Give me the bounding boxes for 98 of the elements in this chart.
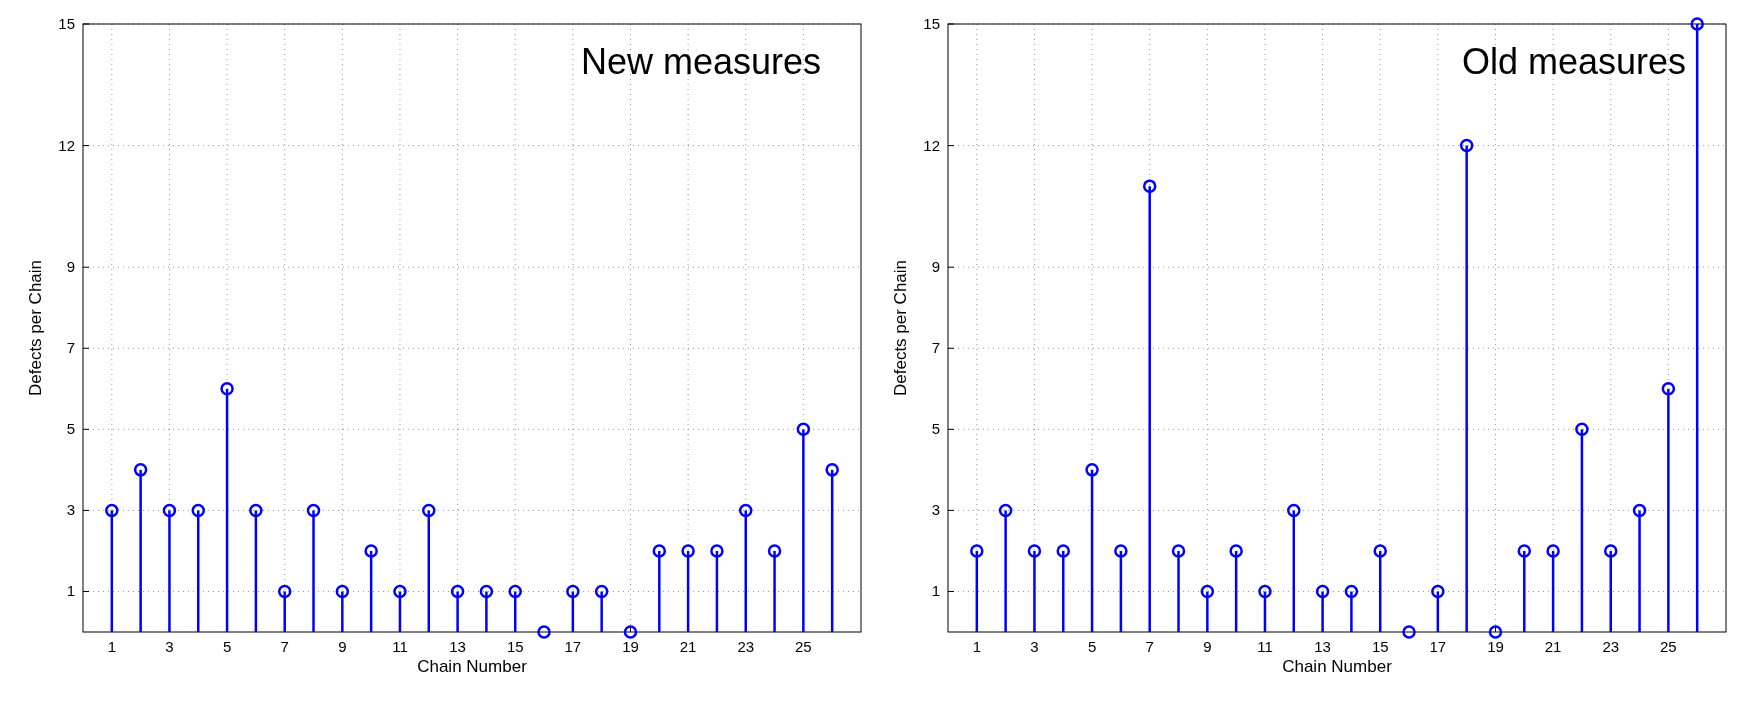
point <box>1632 503 1647 518</box>
y-tick-label: 12 <box>58 136 75 154</box>
y-tick-label: 3 <box>66 501 75 519</box>
point <box>450 584 465 599</box>
y-tick-label: 12 <box>923 136 940 154</box>
point <box>1056 544 1071 558</box>
y-tick-label: 9 <box>931 258 940 276</box>
point <box>1402 625 1416 639</box>
x-tick-label: 15 <box>506 638 524 655</box>
y-tick-label: 15 <box>58 15 75 32</box>
annotation: New measures <box>580 41 821 82</box>
point <box>1287 503 1301 518</box>
point <box>970 544 984 558</box>
x-tick-label: 7 <box>1145 638 1154 655</box>
x-tick-label: 21 <box>1544 638 1562 655</box>
y-tick-label: 1 <box>931 582 940 600</box>
point <box>537 625 551 639</box>
point <box>594 584 609 599</box>
x-axis-title: Chain Number <box>417 657 528 676</box>
point <box>277 584 292 599</box>
point <box>249 503 263 518</box>
point <box>652 544 667 558</box>
point <box>1258 584 1272 599</box>
x-tick-label: 25 <box>1660 638 1677 655</box>
x-tick-label: 9 <box>1203 638 1212 655</box>
x-tick-label: 3 <box>1030 638 1039 655</box>
point <box>1546 544 1560 558</box>
point <box>1229 544 1243 558</box>
point <box>566 584 580 599</box>
x-tick-label: 25 <box>795 638 812 655</box>
y-tick-label: 9 <box>66 258 75 276</box>
x-tick-label: 23 <box>737 638 755 655</box>
point <box>220 382 234 396</box>
x-tick-label: 5 <box>1087 638 1097 655</box>
point <box>738 503 753 518</box>
point <box>623 625 638 639</box>
point <box>479 584 494 599</box>
y-axis-title: Defects per Chain <box>891 259 910 397</box>
point <box>422 503 436 518</box>
x-tick-label: 3 <box>165 638 174 655</box>
point <box>105 503 119 518</box>
point <box>364 544 378 558</box>
point <box>998 503 1013 518</box>
x-tick-label: 21 <box>679 638 697 655</box>
point <box>1027 544 1042 558</box>
point <box>681 544 695 558</box>
y-tick-label: 1 <box>66 582 75 600</box>
point <box>1517 544 1532 558</box>
y-tick-label: 5 <box>931 420 940 438</box>
x-tick-label: 17 <box>1429 638 1447 655</box>
point <box>1085 463 1099 477</box>
x-tick-label: 1 <box>107 638 116 655</box>
x-tick-label: 9 <box>338 638 347 655</box>
point <box>1373 544 1387 558</box>
point <box>1142 179 1157 193</box>
x-tick-label: 5 <box>222 638 232 655</box>
y-tick-label: 15 <box>923 15 940 32</box>
point <box>1459 138 1474 153</box>
point <box>162 503 177 518</box>
x-tick-label: 7 <box>280 638 289 655</box>
y-tick-label: 7 <box>66 339 75 357</box>
point <box>796 422 811 437</box>
point <box>1344 584 1359 599</box>
point <box>508 584 522 599</box>
point <box>1200 584 1215 599</box>
x-tick-label: 23 <box>1602 638 1620 655</box>
point <box>1431 584 1445 599</box>
point <box>133 463 148 477</box>
point <box>1661 382 1676 396</box>
y-tick-label: 5 <box>66 420 75 438</box>
x-tick-label: 19 <box>622 638 639 655</box>
x-tick-label: 19 <box>1487 638 1504 655</box>
point <box>306 503 321 518</box>
x-tick-label: 17 <box>564 638 582 655</box>
point <box>710 544 724 558</box>
point <box>191 503 206 518</box>
point <box>1114 544 1128 558</box>
x-tick-label: 15 <box>1371 638 1389 655</box>
x-axis-title: Chain Number <box>1282 657 1393 676</box>
point <box>1488 625 1503 639</box>
annotation: Old measures <box>1461 41 1686 82</box>
x-tick-label: 1 <box>972 638 981 655</box>
point <box>393 584 407 599</box>
x-tick-label: 11 <box>392 638 408 655</box>
point <box>1171 544 1186 558</box>
point <box>1575 422 1589 437</box>
x-tick-label: 13 <box>449 638 466 655</box>
y-tick-label: 7 <box>931 339 940 357</box>
x-tick-label: 11 <box>1257 638 1273 655</box>
point <box>1603 544 1618 558</box>
point <box>1315 584 1330 599</box>
y-axis-title: Defects per Chain <box>26 259 45 397</box>
point <box>1690 17 1704 31</box>
point <box>767 544 782 558</box>
point <box>825 463 839 477</box>
y-tick-label: 3 <box>931 501 940 519</box>
x-tick-label: 13 <box>1314 638 1331 655</box>
point <box>335 584 350 599</box>
